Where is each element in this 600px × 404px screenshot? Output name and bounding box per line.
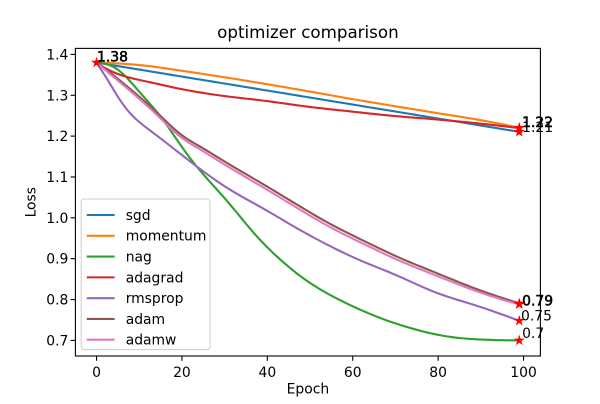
series-line-rmsprop	[95, 62, 520, 322]
legend-label-adam: adam	[126, 312, 165, 328]
x-tick-label: 0	[92, 365, 101, 381]
x-tick-label: 60	[344, 365, 362, 381]
axis-ticks: 0 20 40 60 80 100 0.7 0.8 0.9 1.0 1.1 1.2 1.3 1.4	[46, 47, 536, 381]
star-marker	[91, 56, 103, 68]
annotation-1.21: 1.21	[522, 120, 553, 136]
star-marker	[513, 314, 525, 326]
legend-label-nag: nag	[126, 249, 152, 265]
legend-label-adagrad: adagrad	[126, 270, 184, 286]
annotation-0.7: 0.7	[522, 326, 544, 342]
y-tick-label: 0.7	[46, 333, 68, 349]
star-marker	[513, 126, 525, 137]
legend-label-rmsprop: rmsprop	[126, 291, 184, 307]
annotation-0.75: 0.75	[521, 308, 552, 324]
axes-spines	[74, 47, 541, 357]
y-axis-label: Loss	[24, 187, 40, 217]
annotation-1.22: 1.22	[522, 115, 553, 131]
value-annotations: 1.38 1.221.21 0.790.75 0.7	[97, 49, 554, 342]
annotation-0.79: 0.79	[522, 293, 553, 309]
series-line-momentum	[96, 61, 520, 129]
star-marker	[513, 298, 525, 309]
chart-title: optimizer comparison	[217, 22, 399, 42]
legend-label-adamw: adamw	[126, 333, 177, 349]
legend-label-momentum: momentum	[126, 229, 207, 245]
y-tick-label: 1.2	[46, 129, 68, 145]
series-line-adamw	[95, 61, 520, 306]
series-lines	[95, 61, 520, 342]
x-tick-label: 20	[173, 365, 191, 381]
annotation-1.38: 1.38	[97, 49, 128, 65]
axes-frame	[74, 47, 541, 357]
star-markers	[91, 56, 525, 346]
y-tick-label: 1.0	[46, 211, 68, 227]
series-line-adagrad	[95, 61, 520, 130]
star-marker	[513, 334, 525, 346]
series-line-adam	[95, 61, 520, 305]
legend: sgd momentum nag adagrad rmsprop adam adamw	[80, 198, 211, 351]
y-tick-label: 1.3	[46, 88, 68, 104]
x-tick-label: 80	[429, 365, 447, 381]
x-tick-label: 40	[258, 365, 276, 381]
x-tick-label: 100	[510, 365, 537, 381]
y-tick-label: 0.8	[46, 293, 68, 309]
legend-label-sgd: sgd	[126, 208, 151, 224]
y-tick-label: 1.4	[46, 47, 68, 63]
y-tick-label: 0.9	[46, 252, 68, 268]
x-axis-label: Epoch	[287, 382, 330, 398]
y-tick-label: 1.1	[46, 170, 68, 186]
